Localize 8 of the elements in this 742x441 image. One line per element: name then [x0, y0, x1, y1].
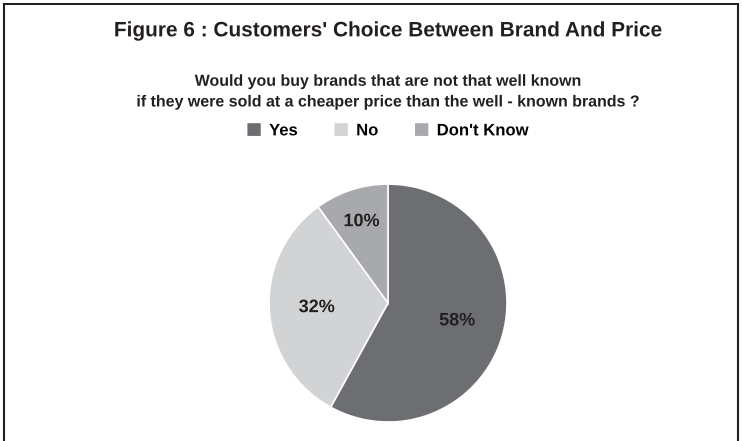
chart-title: Figure 6 : Customers' Choice Between Brand And Price: [115, 21, 662, 41]
legend-label: Don't Know: [438, 124, 529, 136]
legend-label: Yes: [269, 124, 298, 136]
chart-subtitle: Would you buy brands that are not that well known if they were sold at a cheaper price than the well - known brands ?: [138, 74, 639, 110]
data-label: 10%: [344, 214, 380, 226]
data-label: 32%: [299, 300, 334, 312]
data-label: 58%: [440, 312, 475, 326]
legend-label: No: [357, 124, 378, 136]
